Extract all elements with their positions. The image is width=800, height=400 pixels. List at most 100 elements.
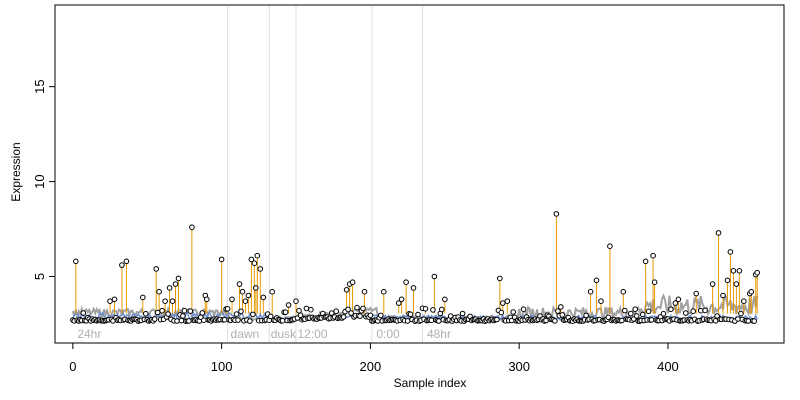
data-point bbox=[398, 296, 405, 303]
data-point bbox=[218, 256, 225, 263]
data-point bbox=[187, 308, 194, 314]
data-point bbox=[683, 310, 689, 316]
data-point bbox=[143, 310, 149, 317]
data-point bbox=[633, 313, 640, 319]
x-tick-label: 100 bbox=[211, 359, 233, 374]
data-point bbox=[178, 317, 185, 324]
data-point bbox=[153, 266, 159, 272]
data-point bbox=[459, 310, 466, 317]
data-point bbox=[727, 249, 734, 255]
data-point bbox=[282, 309, 289, 316]
x-tick-label: 400 bbox=[657, 359, 679, 374]
data-point bbox=[497, 275, 503, 282]
data-point bbox=[162, 298, 168, 305]
data-point bbox=[709, 281, 716, 287]
data-point bbox=[730, 268, 737, 274]
data-point bbox=[748, 288, 755, 295]
data-point bbox=[279, 317, 286, 324]
data-point bbox=[245, 292, 252, 299]
y-axis-title: Expression bbox=[9, 142, 23, 201]
data-point bbox=[736, 268, 743, 274]
data-point bbox=[343, 287, 350, 293]
data-point bbox=[348, 310, 354, 316]
data-point bbox=[169, 298, 176, 305]
data-point bbox=[607, 243, 613, 249]
data-point bbox=[378, 312, 384, 319]
data-points bbox=[70, 211, 761, 325]
data-point bbox=[257, 266, 264, 272]
data-point bbox=[201, 317, 207, 324]
data-point bbox=[293, 298, 299, 305]
data-point bbox=[204, 296, 210, 303]
data-point bbox=[642, 258, 649, 265]
data-point bbox=[587, 288, 594, 295]
data-point bbox=[357, 313, 363, 319]
data-point bbox=[123, 258, 130, 265]
data-point bbox=[224, 306, 231, 312]
data-point bbox=[235, 317, 241, 323]
data-point bbox=[552, 318, 558, 324]
data-point bbox=[267, 313, 274, 320]
data-point bbox=[269, 288, 276, 295]
data-point bbox=[354, 304, 360, 311]
data-point bbox=[119, 262, 125, 268]
y-axis: 5 10 15 bbox=[32, 79, 56, 280]
data-point bbox=[754, 269, 761, 276]
data-point bbox=[558, 304, 564, 310]
y-tick-label: 5 bbox=[32, 273, 47, 280]
data-point bbox=[251, 260, 258, 267]
data-point bbox=[672, 300, 679, 306]
data-point bbox=[439, 306, 445, 313]
data-point bbox=[111, 296, 118, 303]
data-point bbox=[436, 318, 442, 324]
data-point bbox=[622, 307, 628, 314]
data-point bbox=[693, 290, 700, 297]
data-point bbox=[159, 307, 165, 314]
data-point bbox=[180, 313, 186, 319]
data-point bbox=[628, 310, 634, 317]
data-point bbox=[442, 296, 448, 303]
data-point bbox=[345, 306, 351, 313]
data-point bbox=[328, 310, 335, 316]
region-label: dusk bbox=[271, 327, 297, 341]
data-point bbox=[221, 316, 228, 323]
data-point bbox=[504, 298, 511, 305]
data-point bbox=[172, 281, 179, 287]
data-point bbox=[199, 310, 206, 316]
data-point bbox=[733, 281, 740, 287]
data-point bbox=[253, 285, 259, 291]
data-point bbox=[632, 306, 639, 313]
data-point bbox=[697, 307, 704, 314]
data-point bbox=[403, 279, 409, 286]
data-point bbox=[349, 279, 356, 286]
region-label: 24hr bbox=[77, 327, 101, 341]
x-tick-label: 300 bbox=[508, 359, 530, 374]
data-point bbox=[650, 252, 656, 259]
data-point bbox=[668, 306, 674, 313]
plot-frame bbox=[54, 4, 785, 344]
data-point bbox=[724, 277, 731, 284]
data-point bbox=[233, 311, 240, 317]
data-point bbox=[381, 288, 387, 295]
data-point bbox=[250, 311, 256, 318]
data-point bbox=[361, 288, 368, 295]
data-point bbox=[428, 317, 435, 324]
data-point bbox=[619, 317, 625, 324]
y-tick-label: 10 bbox=[32, 174, 47, 188]
data-point bbox=[430, 307, 436, 313]
data-point bbox=[80, 310, 87, 316]
region-labels: 24hr dawn dusk 12:00 0:00 48hr bbox=[77, 327, 451, 341]
data-point bbox=[174, 318, 180, 324]
data-point bbox=[543, 317, 549, 324]
region-label: dawn bbox=[231, 327, 260, 341]
data-point bbox=[395, 300, 402, 306]
data-point bbox=[186, 318, 192, 324]
data-point bbox=[500, 300, 506, 306]
data-point bbox=[494, 316, 500, 323]
data-point bbox=[254, 252, 261, 259]
data-point bbox=[242, 298, 249, 305]
y-tick-label: 15 bbox=[32, 79, 47, 93]
region-dividers bbox=[227, 5, 423, 343]
data-point bbox=[140, 294, 146, 301]
